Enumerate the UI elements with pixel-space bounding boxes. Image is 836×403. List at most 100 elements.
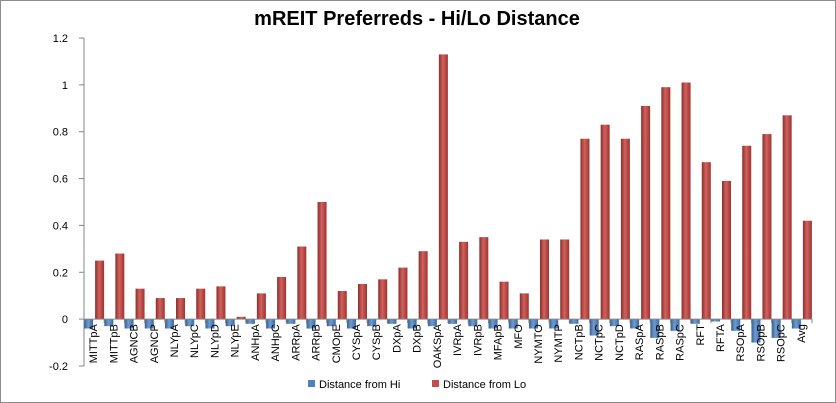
x-tick-label: RFTA [715,323,727,352]
y-tick-label: -0.2 [49,361,68,373]
legend-swatch [308,380,315,387]
legend-label: Distance from Hi [319,379,400,391]
bar-distance-from-lo [277,276,287,320]
bar-distance-from-hi [326,319,336,327]
bar-distance-from-hi [427,319,437,327]
bar-distance-from-hi [791,319,801,329]
y-tick-label: 0 [62,314,68,326]
x-tick-label: NLYpC [189,324,201,358]
bar-distance-from-hi [245,319,255,324]
bar-distance-from-hi [286,319,296,324]
bar-distance-from-lo [216,286,226,320]
bar-distance-from-lo [782,115,792,320]
x-tick-label: MITTpB [108,324,120,363]
bar-distance-from-lo [701,162,711,320]
x-tick-label: NCTpC [594,324,606,361]
x-tick-label: AGNCP [149,324,161,363]
y-tick-label: 0.6 [53,174,68,186]
x-tick-label: ARRpA [290,323,302,360]
x-tick-label: NLYpA [169,323,181,357]
bar-distance-from-hi [144,319,154,329]
bar-distance-from-hi [185,319,195,327]
bar-distance-from-hi [589,319,599,336]
bar-distance-from-hi [347,319,356,329]
bar-distance-from-lo [176,298,185,320]
bar-distance-from-hi [549,319,559,329]
bar-distance-from-hi [569,319,579,324]
x-tick-label: DXpB [412,324,424,353]
bar-distance-from-lo [358,284,367,320]
bar-distance-from-lo [661,87,671,320]
legend-label: Distance from Lo [443,379,526,391]
bar-distance-from-lo [540,239,549,320]
bar-distance-from-lo [378,279,388,320]
bar-distance-from-lo [762,134,772,320]
bar-distance-from-hi [124,319,134,329]
bar-distance-from-lo [398,267,408,320]
bar-distance-from-hi [771,319,781,338]
x-tick-label: DXpA [391,323,403,352]
x-tick-label: ANHpA [250,323,262,360]
bar-distance-from-lo [802,220,812,320]
bar-distance-from-lo [519,293,529,320]
x-tick-label: AGNCB [129,324,141,363]
bar-distance-from-hi [84,319,94,329]
bar-distance-from-lo [560,239,570,320]
bar-distance-from-lo [722,180,731,320]
x-tick-label: NLYpD [209,324,221,358]
bar-distance-from-lo [479,237,489,320]
bar-distance-from-hi [711,319,720,322]
x-tick-label: ARRpB [311,324,323,361]
chart-title: mREIT Preferreds - Hi/Lo Distance [254,8,580,30]
bar-distance-from-hi [670,319,680,331]
x-tick-label: RFT [695,324,707,346]
bar-distance-from-lo [236,316,246,320]
x-tick-label: OAKSpA [432,323,444,368]
y-tick-label: 0.2 [53,267,68,279]
x-tick-label: NLYpE [230,324,242,357]
legend: Distance from Hi Distance from Lo [308,379,526,391]
bar-distance-from-hi [751,319,761,343]
bar-distance-from-hi [690,319,700,324]
bar-distance-from-lo [742,145,752,320]
bar-distance-from-lo [337,291,347,320]
bar-distance-from-hi [630,319,640,329]
legend-swatch [432,380,439,387]
x-tick-label: MFO [513,324,525,349]
x-tick-label: IVRpB [472,324,484,356]
bar-distance-from-lo [459,241,469,320]
bar-distance-from-lo [620,138,630,320]
x-tick-label: CMOpE [331,324,343,363]
bar-distance-from-lo [580,138,590,320]
bar-distance-from-lo [256,293,266,320]
bar-distance-from-hi [306,319,316,329]
bar-distance-from-hi [225,319,235,327]
x-tick-label: RSOpB [755,324,767,361]
bar-distance-from-hi [468,319,478,327]
bar-distance-from-hi [508,319,518,329]
x-tick-label: MITTpA [88,323,100,363]
bar-distance-from-lo [297,246,307,320]
x-tick-label: ANHpC [270,324,282,361]
bar-distance-from-lo [317,202,327,320]
y-tick-label: 1 [62,80,68,92]
plot-area: -0.2 0 0.2 0.4 0.6 0.8 1 1.2 MITTpA MITTpB AGNCB AG… [49,33,813,373]
bar-distance-from-lo [600,124,610,320]
y-tick-label: 0.4 [53,220,68,232]
bar-distance-from-hi [387,319,397,324]
x-tick-label: IVRpA [452,323,464,355]
bar-distance-from-lo [681,82,691,320]
bar-distance-from-lo [438,54,448,320]
x-tick-label: RASpB [654,324,666,360]
bar-distance-from-lo [196,288,206,320]
x-tick-label: RSOpA [735,323,747,361]
y-tick-label: 1.2 [53,33,68,45]
x-tick-label: NYMTP [553,324,565,363]
bar-distance-from-hi [266,319,276,329]
bar-distance-from-lo [115,253,125,320]
bar-distance-from-hi [367,319,377,327]
x-tick-label: Avg [796,324,808,343]
x-tick-label: NCTpB [573,324,585,360]
x-tick-label: NCTpD [614,324,626,361]
